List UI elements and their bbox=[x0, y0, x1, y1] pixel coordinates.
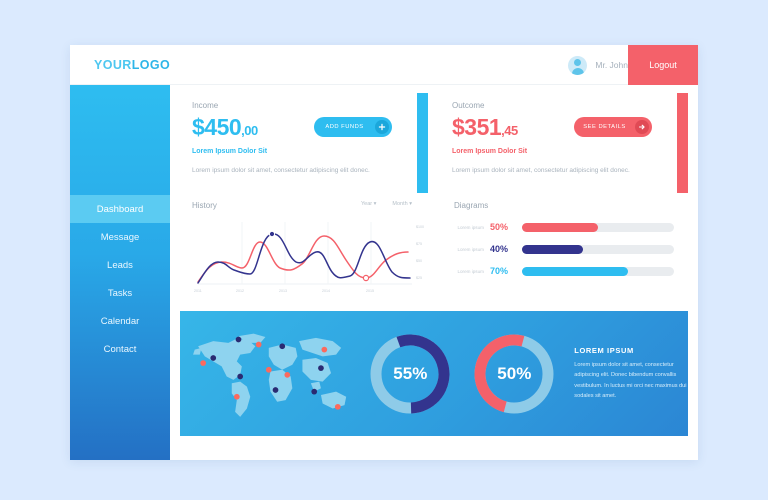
diagram-row: Lorem ipsum 70% bbox=[442, 266, 688, 276]
diagram-progress-fill bbox=[522, 222, 598, 232]
sidebar-item-label: Message bbox=[100, 231, 140, 243]
username-label: Mr. John bbox=[595, 60, 628, 70]
month-dropdown-label: Month bbox=[392, 201, 408, 207]
diagram-progress-track bbox=[522, 244, 674, 254]
chevron-down-icon: ▾ bbox=[373, 201, 377, 207]
outcome-body-text: Lorem ipsum dolor sit amet, consectetur … bbox=[452, 167, 630, 174]
income-body-text: Lorem ipsum dolor sit amet, consectetur … bbox=[192, 167, 370, 174]
logout-button[interactable]: Logout bbox=[628, 45, 698, 85]
diagram-row: Lorem ipsum 40% bbox=[442, 244, 688, 254]
diagrams-panel: Diagrams Lorem ipsum 50% Lorem ipsum 40% bbox=[442, 201, 688, 301]
donut-chart-50: 50% bbox=[470, 330, 558, 418]
diagram-progress-track bbox=[522, 222, 674, 232]
user-area[interactable]: Mr. John bbox=[568, 45, 628, 85]
year-dropdown-label: Year bbox=[360, 201, 373, 207]
sidebar-item-contact[interactable]: Contact bbox=[70, 335, 170, 363]
history-line-chart: $100 $75 $50 $25 2011 2012 2013 2014 201… bbox=[194, 222, 424, 293]
diagram-progress-fill bbox=[522, 244, 583, 254]
app-logo[interactable]: YOURLOGO bbox=[94, 58, 170, 72]
svg-text:$25: $25 bbox=[416, 276, 422, 280]
sidebar-item-label: Dashboard bbox=[96, 203, 144, 215]
diagram-label: Lorem ipsum bbox=[457, 224, 484, 230]
diagram-label: Lorem ipsum bbox=[457, 268, 484, 274]
history-title: History bbox=[192, 201, 217, 210]
dashboard-window: YOURLOGO Mr. John Logout Dashboard Messa… bbox=[70, 45, 698, 460]
sidebar-item-calendar[interactable]: Calendar bbox=[70, 307, 170, 335]
arrow-right-circle-icon bbox=[635, 120, 649, 134]
main-content: Income $450,00 Lorem Ipsum Dolor Sit Lor… bbox=[170, 85, 698, 460]
add-funds-button[interactable]: ADD FUNDS bbox=[314, 117, 392, 137]
donut-chart-55: 55% bbox=[366, 330, 454, 418]
sidebar-item-tasks[interactable]: Tasks bbox=[70, 279, 170, 307]
outcome-accent-bar bbox=[677, 93, 688, 193]
outcome-amount-cents: ,45 bbox=[501, 123, 518, 138]
outcome-amount-main: $351 bbox=[452, 114, 502, 140]
history-chart-tools: Year ▾ Month ▾ bbox=[361, 201, 412, 207]
outcome-amount: $351,45 bbox=[452, 114, 676, 141]
income-card-label: Income bbox=[192, 101, 219, 110]
stats-row: Income $450,00 Lorem Ipsum Dolor Sit Lor… bbox=[180, 93, 688, 193]
diagrams-title: Diagrams bbox=[454, 201, 489, 210]
sidebar-item-dashboard[interactable]: Dashboard bbox=[70, 195, 170, 223]
sidebar-item-leads[interactable]: Leads bbox=[70, 251, 170, 279]
diagram-percent: 50% bbox=[490, 222, 509, 232]
svg-text:2015: 2015 bbox=[366, 289, 374, 293]
svg-text:2013: 2013 bbox=[279, 289, 287, 293]
outcome-subtitle: Lorem Ipsum Dolor Sit bbox=[452, 148, 528, 155]
income-subtitle: Lorem Ipsum Dolor Sit bbox=[192, 148, 268, 155]
outcome-card: Outcome $351,45 Lorem Ipsum Dolor Sit Lo… bbox=[440, 93, 688, 193]
donut-label-50: 50% bbox=[497, 363, 532, 383]
svg-text:$100: $100 bbox=[416, 225, 424, 229]
donut-label-55: 55% bbox=[393, 363, 428, 383]
income-amount-main: $450 bbox=[192, 114, 242, 140]
diagram-progress-fill bbox=[522, 266, 629, 276]
diagram-progress-track bbox=[522, 266, 674, 276]
plus-circle-icon bbox=[375, 120, 389, 134]
income-amount: $450,00 bbox=[192, 114, 416, 141]
middle-row: History Year ▾ Month ▾ $100 $75 $50 bbox=[180, 201, 688, 301]
world-map-icon bbox=[193, 333, 347, 417]
svg-text:$75: $75 bbox=[416, 242, 422, 246]
top-header-bar: YOURLOGO Mr. John Logout bbox=[70, 45, 698, 85]
sidebar-item-label: Calendar bbox=[100, 315, 140, 327]
svg-text:2014: 2014 bbox=[322, 289, 330, 293]
overview-info-box: LOREM IPSUM Lorem ipsum dolor sit amet, … bbox=[574, 346, 688, 401]
sidebar-item-label: Leads bbox=[107, 259, 133, 271]
month-dropdown[interactable]: Month ▾ bbox=[392, 201, 412, 207]
chevron-down-icon: ▾ bbox=[409, 201, 412, 207]
diagram-percent: 70% bbox=[490, 266, 509, 276]
see-details-button[interactable]: SEE DETAILS bbox=[574, 117, 652, 137]
logo-text-secondary: LOGO bbox=[131, 58, 171, 72]
donut-charts-group: 55% 50% bbox=[366, 330, 558, 418]
income-accent-bar bbox=[417, 93, 428, 193]
sidebar-item-label: Tasks bbox=[107, 287, 133, 299]
svg-text:2011: 2011 bbox=[194, 289, 202, 293]
diagram-row: Lorem ipsum 50% bbox=[442, 222, 688, 232]
sidebar-spacer bbox=[70, 85, 170, 195]
user-avatar-icon bbox=[568, 55, 588, 75]
svg-text:2012: 2012 bbox=[236, 289, 244, 293]
overview-info-title: LOREM IPSUM bbox=[574, 345, 634, 355]
year-dropdown[interactable]: Year ▾ bbox=[361, 201, 376, 207]
add-funds-label: ADD FUNDS bbox=[325, 124, 364, 130]
logo-text-primary: YOUR bbox=[94, 58, 132, 72]
history-marker-red bbox=[362, 274, 370, 282]
svg-text:$50: $50 bbox=[416, 259, 422, 263]
income-amount-cents: ,00 bbox=[241, 123, 258, 138]
overview-info-body: Lorem ipsum dolor sit amet, consectetur … bbox=[574, 361, 687, 399]
history-marker-navy bbox=[268, 230, 276, 238]
history-panel: History Year ▾ Month ▾ $100 $75 $50 bbox=[180, 201, 430, 301]
diagram-percent: 40% bbox=[490, 244, 509, 254]
diagram-label: Lorem ipsum bbox=[457, 246, 484, 252]
sidebar-item-message[interactable]: Message bbox=[70, 223, 170, 251]
sidebar-item-label: Contact bbox=[103, 343, 137, 355]
overview-panel: 55% 50% LOREM IPSUM Lorem ipsum dolor si… bbox=[180, 311, 688, 436]
income-card: Income $450,00 Lorem Ipsum Dolor Sit Lor… bbox=[180, 93, 428, 193]
see-details-label: SEE DETAILS bbox=[583, 124, 626, 130]
sidebar-nav: Dashboard Message Leads Tasks Calendar C… bbox=[70, 85, 170, 460]
outcome-card-label: Outcome bbox=[452, 101, 485, 110]
